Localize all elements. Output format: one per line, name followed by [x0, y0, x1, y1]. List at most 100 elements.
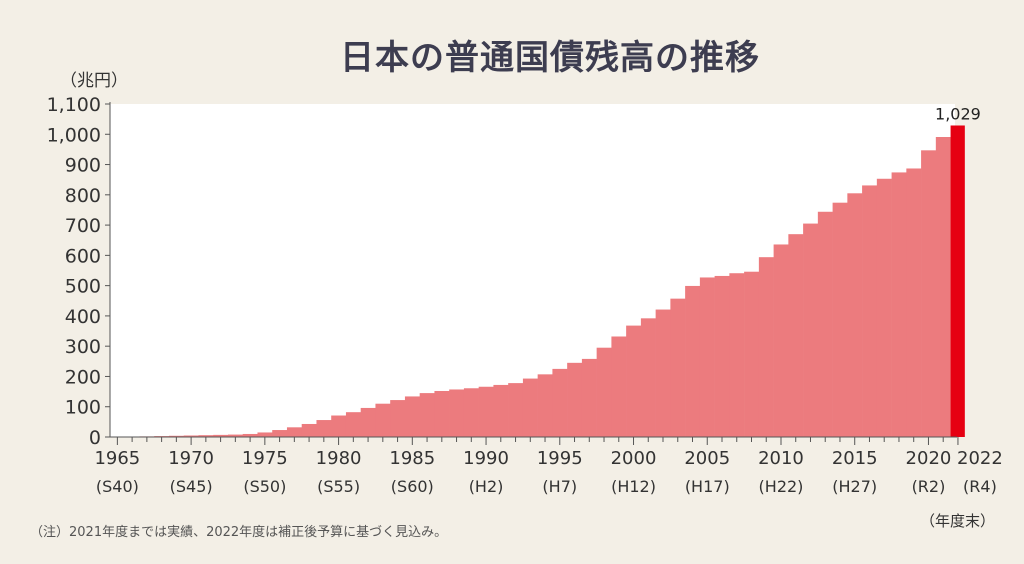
x-tick-label: 2010	[758, 448, 804, 469]
bar	[744, 271, 760, 437]
x-tick-label: 2022	[957, 448, 1003, 469]
bar	[183, 435, 199, 437]
bar	[626, 325, 642, 437]
footnote: （注）2021年度までは実績、2022年度は補正後予算に基づく見込み。	[30, 525, 448, 540]
bar	[876, 178, 892, 437]
bar	[375, 403, 391, 437]
bar	[714, 275, 730, 437]
bar	[817, 211, 833, 437]
x-tick-era-label: (H17)	[685, 477, 730, 496]
x-tick-era-label: (H7)	[542, 477, 577, 496]
x-tick-era-label: (H22)	[759, 477, 804, 496]
bar	[316, 420, 332, 437]
bar	[567, 362, 583, 437]
bar	[390, 400, 406, 437]
bar	[257, 432, 273, 437]
chart-title: 日本の普通国債残高の推移	[340, 38, 760, 78]
bar	[640, 318, 656, 437]
bar	[552, 368, 568, 437]
y-axis-label: （兆円）	[60, 71, 128, 91]
y-tick-label: 500	[65, 276, 101, 298]
bar	[537, 374, 553, 437]
x-tick-label: 1980	[316, 448, 362, 469]
x-tick-label: 1985	[389, 448, 435, 469]
y-tick-label: 100	[65, 397, 101, 419]
bar	[242, 433, 258, 437]
y-axis: 0 100 200 300 400 500 600 700 800 900 1,000 1,100 （兆…	[47, 71, 128, 449]
bar	[891, 172, 907, 438]
bar	[862, 185, 878, 437]
x-tick-label: 2020	[906, 448, 952, 469]
bar	[611, 336, 627, 437]
bar	[803, 223, 819, 437]
bar	[272, 430, 288, 437]
bar	[419, 393, 435, 437]
bar	[331, 415, 347, 437]
x-tick-label: 2005	[684, 448, 730, 469]
x-tick-era-label: (H27)	[832, 477, 877, 496]
x-tick-era-label: (H12)	[611, 477, 656, 496]
x-tick-era-label: (S40)	[96, 477, 139, 496]
x-tick-label: 1965	[94, 448, 140, 469]
y-tick-label: 300	[65, 336, 101, 358]
x-tick-era-label: (R4)	[963, 477, 997, 496]
bar	[935, 137, 951, 437]
bar	[655, 309, 671, 437]
y-tick-label: 600	[65, 245, 101, 267]
bars-group: 1,029	[110, 104, 981, 438]
x-axis-unit-label: （年度末）	[920, 512, 996, 530]
bar	[596, 347, 612, 437]
y-tick-label: 800	[65, 185, 101, 207]
bar	[493, 384, 509, 437]
bar	[773, 244, 789, 437]
x-tick-label: 1975	[242, 448, 288, 469]
bar	[699, 277, 715, 437]
bar	[729, 273, 745, 437]
y-tick-label: 400	[65, 306, 101, 328]
bar	[788, 234, 804, 437]
x-tick-era-label: (S45)	[170, 477, 213, 496]
bar	[213, 434, 229, 437]
bar	[685, 285, 701, 437]
bar	[404, 396, 420, 437]
bar	[522, 378, 538, 437]
bar	[345, 412, 361, 437]
bar	[581, 358, 597, 437]
x-tick-era-label: (S55)	[317, 477, 360, 496]
bar	[847, 193, 863, 437]
data-label: 1,029	[935, 104, 981, 123]
bar	[670, 298, 686, 437]
bar	[168, 435, 185, 437]
bar	[301, 423, 317, 437]
x-tick-label: 1995	[537, 448, 583, 469]
x-tick-label: 1970	[168, 448, 214, 469]
y-tick-label: 1,000	[47, 124, 101, 146]
bar	[906, 168, 922, 438]
x-axis: 1965 (S40) 1970 (S45) 1975 (S50) 1980 (S55) 1985…	[94, 436, 1003, 496]
x-tick-label: 2015	[832, 448, 878, 469]
bar	[227, 434, 244, 437]
bar	[508, 383, 524, 437]
bar	[463, 388, 479, 437]
y-tick-label: 900	[65, 155, 101, 177]
y-tick-label: 0	[89, 427, 101, 449]
bar	[921, 150, 937, 437]
y-tick-label: 700	[65, 215, 101, 237]
x-tick-era-label: (S50)	[243, 477, 286, 496]
bar	[449, 389, 465, 437]
y-tick-label: 1,100	[47, 94, 101, 116]
y-tick-label: 200	[65, 366, 101, 388]
x-tick-era-label: (R2)	[912, 477, 946, 496]
bar	[198, 435, 214, 437]
x-tick-label: 1990	[463, 448, 509, 469]
x-tick-label: 2000	[611, 448, 657, 469]
bar	[434, 390, 450, 437]
bar	[478, 386, 494, 437]
bar-highlight	[950, 125, 965, 438]
x-tick-era-label: (S60)	[391, 477, 434, 496]
bar	[832, 202, 848, 437]
bar	[286, 427, 303, 437]
bar	[758, 257, 774, 437]
bar	[360, 407, 376, 437]
